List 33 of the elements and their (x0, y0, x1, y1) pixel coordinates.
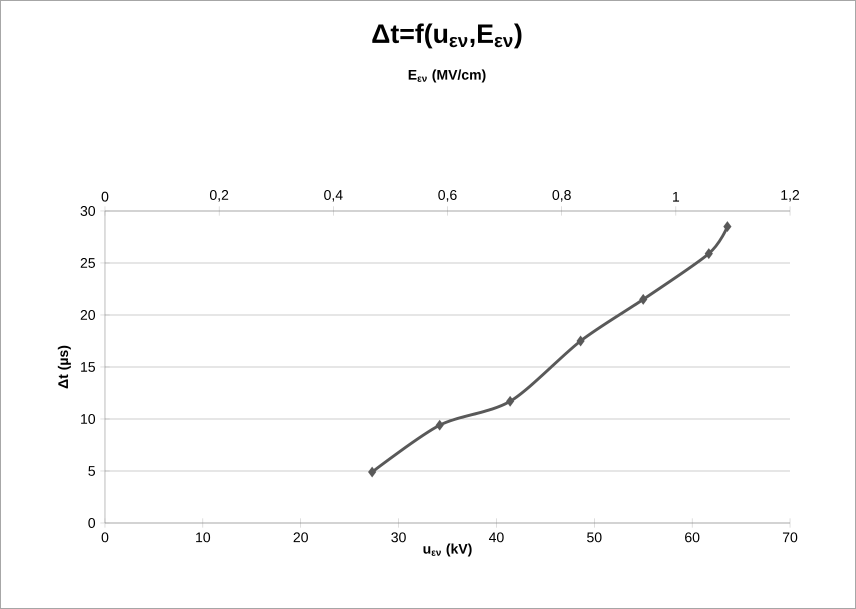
x2-tick-label: 0,2 (210, 190, 228, 202)
point (723, 221, 732, 232)
x-tick-label: 20 (294, 532, 308, 542)
y-axis-title: Δt (µs) (58, 346, 71, 388)
x2-tick-label: 1 (673, 192, 680, 202)
y-tick-label: 25 (80, 258, 96, 268)
y-tick-label: 10 (81, 414, 96, 424)
y-tick-label: 20 (80, 310, 96, 320)
x2-tick-label: 0,4 (324, 190, 343, 202)
x2-tick-label: 0,6 (438, 190, 457, 202)
point (576, 336, 585, 346)
x2-axis-title: E$_{εν}$ (MV/cm) (408, 69, 486, 82)
x-tick-label: 10 (196, 532, 210, 542)
x-tick-label: 0 (102, 532, 108, 542)
chart-title: Δt=f(u$_{εν}$,E$_{εν}$) (372, 24, 522, 48)
x-tick-label: 70 (782, 532, 798, 542)
x2-tick-label: 0 (102, 192, 108, 202)
point (506, 396, 514, 407)
x-tick-label: 30 (391, 532, 406, 542)
point (639, 294, 648, 305)
x-axis-title: u$_{εν}$ (kV) (424, 543, 472, 557)
x-tick-label: 40 (488, 532, 504, 542)
point (368, 466, 376, 478)
x-tick-label: 60 (685, 532, 700, 542)
x2-tick-label: 1,2 (781, 190, 800, 202)
x2-tick-label: 0,8 (552, 190, 571, 202)
point (704, 248, 713, 260)
x-tick-label: 50 (587, 532, 602, 542)
y-tick-label: 0 (88, 518, 96, 528)
y-tick-label: 5 (88, 466, 96, 476)
point (436, 420, 444, 431)
y-tick-label: 15 (81, 362, 96, 372)
y-tick-label: 30 (80, 206, 96, 216)
